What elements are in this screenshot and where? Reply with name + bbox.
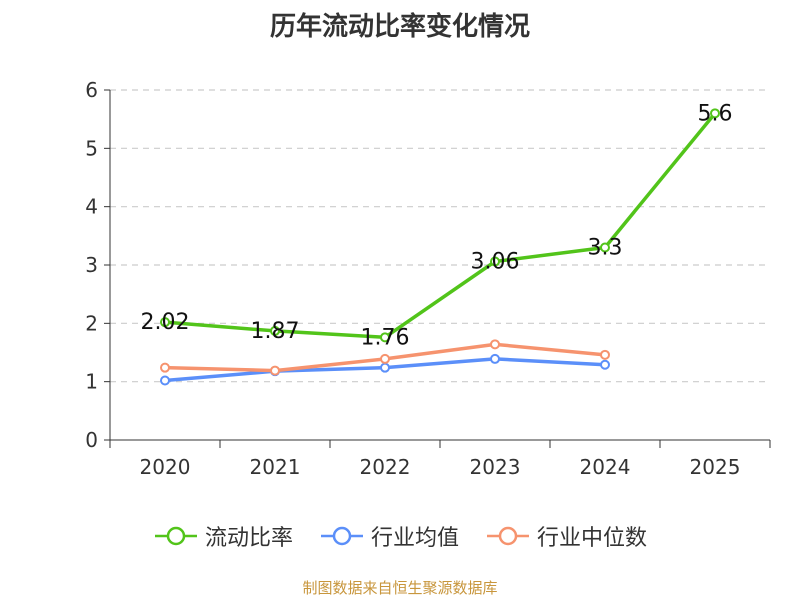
data-point[interactable] xyxy=(380,362,390,373)
x-tick-label: 2020 xyxy=(140,455,191,479)
data-point[interactable] xyxy=(490,256,500,267)
y-tick-label: 5 xyxy=(85,136,98,160)
legend-line-marker-icon xyxy=(154,526,197,546)
data-label: 2.02 xyxy=(141,310,190,335)
data-point[interactable] xyxy=(270,365,280,376)
data-point[interactable] xyxy=(600,242,610,253)
source-note: 制图数据来自恒生聚源数据库 xyxy=(302,579,498,597)
data-point[interactable] xyxy=(160,317,170,328)
legend-item-2[interactable]: 行业中位数 xyxy=(485,520,647,552)
data-point[interactable] xyxy=(490,353,500,364)
series-line-0 xyxy=(164,112,717,340)
legend-label: 行业均值 xyxy=(370,526,459,551)
data-point[interactable] xyxy=(380,353,390,364)
data-label: 3.06 xyxy=(471,250,520,275)
legend-item-1[interactable]: 行业均值 xyxy=(319,520,459,552)
data-label: 1.76 xyxy=(361,325,410,350)
y-tick-label: 6 xyxy=(85,78,98,102)
data-point[interactable] xyxy=(710,108,720,119)
x-tick-label: 2024 xyxy=(580,455,631,479)
data-point[interactable] xyxy=(160,375,170,386)
legend: 流动比率 行业均值 行业中位数 xyxy=(0,520,800,552)
x-tick-label: 2023 xyxy=(470,455,521,479)
legend-item-0[interactable]: 流动比率 xyxy=(153,520,293,552)
data-label: 3.3 xyxy=(588,236,623,261)
legend-label: 行业中位数 xyxy=(537,526,648,551)
data-label: 1.87 xyxy=(251,319,300,344)
y-tick-label: 1 xyxy=(85,370,98,394)
legend-line-marker-icon xyxy=(487,526,529,546)
y-tick-label: 3 xyxy=(85,253,98,277)
chart-title: 历年流动比率变化情况 xyxy=(269,12,530,42)
data-point[interactable] xyxy=(490,339,500,350)
data-labels: 2.02 1.87 1.76 3.06 3.3 5.6 xyxy=(141,101,733,350)
grid-lines xyxy=(110,89,770,383)
data-point[interactable] xyxy=(270,325,280,336)
x-tick-label: 2021 xyxy=(250,455,301,479)
data-point[interactable] xyxy=(600,349,610,360)
data-point[interactable] xyxy=(600,359,610,370)
axes: 0 1 2 3 4 5 6 2020 2021 2022 2023 2024 2025 xyxy=(85,78,771,479)
y-tick-label: 2 xyxy=(85,311,98,335)
legend-label: 流动比率 xyxy=(204,526,293,551)
data-label: 5.6 xyxy=(698,101,733,126)
legend-line-marker-icon xyxy=(320,526,363,546)
data-point[interactable] xyxy=(160,362,170,373)
y-tick-label: 0 xyxy=(85,428,98,452)
x-tick-label: 2022 xyxy=(360,455,411,479)
series-lines xyxy=(160,108,720,386)
y-tick-label: 4 xyxy=(85,195,98,219)
data-point[interactable] xyxy=(380,332,390,343)
x-tick-label: 2025 xyxy=(690,455,741,479)
